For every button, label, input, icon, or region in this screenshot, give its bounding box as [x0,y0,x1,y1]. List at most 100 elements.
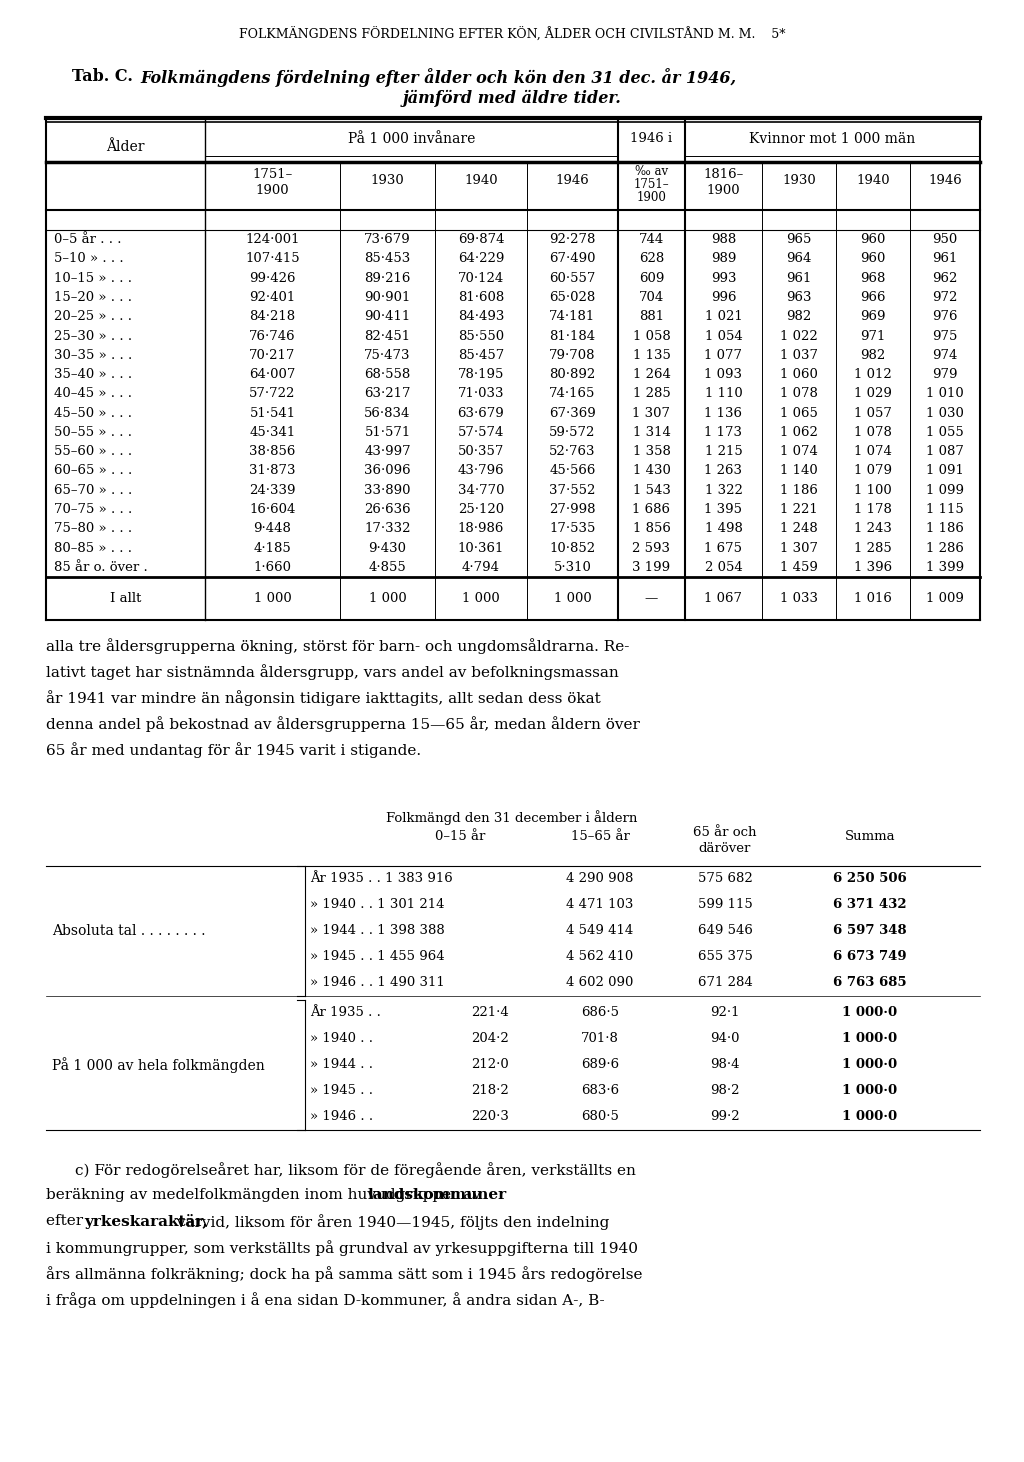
Text: 26·636: 26·636 [365,503,411,516]
Text: 1 079: 1 079 [854,465,892,478]
Text: 1751–: 1751– [634,178,670,192]
Text: 1946 i: 1946 i [631,132,673,145]
Text: i fråga om uppdelningen i å ena sidan D-kommuner, å andra sidan A-, B-: i fråga om uppdelningen i å ena sidan D-… [46,1292,604,1308]
Text: 1 263: 1 263 [705,465,742,478]
Text: 988: 988 [711,232,736,246]
Text: 35–40 » . . .: 35–40 » . . . [54,368,132,382]
Text: 31·873: 31·873 [249,465,296,478]
Text: 85·457: 85·457 [458,349,504,361]
Text: 30–35 » . . .: 30–35 » . . . [54,349,132,361]
Text: 6 250 506: 6 250 506 [834,873,907,886]
Text: 85·550: 85·550 [458,329,504,342]
Text: 56·834: 56·834 [365,406,411,420]
Text: 1816–: 1816– [703,168,743,181]
Text: 963: 963 [786,291,812,304]
Text: 1 498: 1 498 [705,522,742,535]
Text: 1 221: 1 221 [780,503,818,516]
Text: 1 000: 1 000 [254,592,292,605]
Text: 964: 964 [786,253,812,266]
Text: 74·181: 74·181 [549,310,596,323]
Text: 25·120: 25·120 [458,503,504,516]
Text: 1946: 1946 [556,174,590,187]
Text: 90·901: 90·901 [365,291,411,304]
Text: varvid, liksom för åren 1940—1945, följts den indelning: varvid, liksom för åren 1940—1945, följt… [172,1213,609,1230]
Text: 84·493: 84·493 [458,310,504,323]
Text: 36·096: 36·096 [365,465,411,478]
Text: 33·890: 33·890 [365,484,411,497]
Text: 1·660: 1·660 [254,561,292,575]
Text: 50·357: 50·357 [458,446,504,458]
Text: 1 675: 1 675 [705,541,742,554]
Text: 6 763 685: 6 763 685 [834,977,907,990]
Text: 2 054: 2 054 [705,561,742,575]
Text: 9·430: 9·430 [369,541,407,554]
Text: 982: 982 [860,349,886,361]
Text: 1900: 1900 [256,184,290,197]
Text: 74·165: 74·165 [549,387,596,401]
Text: 744: 744 [639,232,665,246]
Text: I allt: I allt [110,592,141,605]
Text: Kvinnor mot 1 000 män: Kvinnor mot 1 000 män [750,132,915,146]
Text: 974: 974 [932,349,957,361]
Text: 1 314: 1 314 [633,425,671,439]
Text: 982: 982 [786,310,812,323]
Text: 961: 961 [932,253,957,266]
Text: 1 099: 1 099 [926,484,964,497]
Text: 996: 996 [711,291,736,304]
Text: 881: 881 [639,310,664,323]
Text: jämförd med äldre tider.: jämförd med äldre tider. [402,91,622,107]
Text: 1 029: 1 029 [854,387,892,401]
Text: c) För redogörelseåret har, liksom för de föregående åren, verkställts en: c) För redogörelseåret har, liksom för d… [75,1162,636,1178]
Text: 969: 969 [860,310,886,323]
Text: 1 430: 1 430 [633,465,671,478]
Text: 220·3: 220·3 [471,1111,509,1123]
Text: 78·195: 78·195 [458,368,504,382]
Text: 1 307: 1 307 [780,541,818,554]
Text: 212·0: 212·0 [471,1058,509,1072]
Text: 1 067: 1 067 [705,592,742,605]
Text: 90·411: 90·411 [365,310,411,323]
Text: 43·796: 43·796 [458,465,504,478]
Text: 1 686: 1 686 [633,503,671,516]
Text: 1 110: 1 110 [705,387,742,401]
Text: 971: 971 [860,329,886,342]
Text: 80–85 » . . .: 80–85 » . . . [54,541,132,554]
Text: 69·874: 69·874 [458,232,504,246]
Text: 94·0: 94·0 [711,1032,739,1045]
Text: 1 000·0: 1 000·0 [843,1058,898,1072]
Text: 1 000·0: 1 000·0 [843,1032,898,1045]
Text: 0–15 år: 0–15 år [435,830,485,844]
Text: 1 055: 1 055 [926,425,964,439]
Text: 10–15 » . . .: 10–15 » . . . [54,272,132,285]
Text: 4 549 414: 4 549 414 [566,924,634,937]
Text: 68·558: 68·558 [365,368,411,382]
Text: 1 010: 1 010 [926,387,964,401]
Text: 686·5: 686·5 [581,1006,618,1019]
Text: 204·2: 204·2 [471,1032,509,1045]
Text: 82·451: 82·451 [365,329,411,342]
Text: 45·341: 45·341 [250,425,296,439]
Text: År 1935 . . 1 383 916: År 1935 . . 1 383 916 [310,873,453,886]
Text: Folkmängd den 31 december i åldern: Folkmängd den 31 december i åldern [386,810,638,825]
Text: 966: 966 [860,291,886,304]
Text: 1 087: 1 087 [926,446,964,458]
Text: År 1935 . .: År 1935 . . [310,1006,381,1019]
Text: 976: 976 [932,310,957,323]
Text: 99·426: 99·426 [249,272,296,285]
Text: 671 284: 671 284 [697,977,753,990]
Text: 1946: 1946 [928,174,962,187]
Text: » 1946 . .: » 1946 . . [310,1111,373,1123]
Text: 1 215: 1 215 [705,446,742,458]
Text: 1 000·0: 1 000·0 [843,1111,898,1123]
Text: På 1 000 invånare: På 1 000 invånare [348,132,475,146]
Text: 1 077: 1 077 [705,349,742,361]
Text: år 1941 var mindre än någonsin tidigare iakttagits, allt sedan dess ökat: år 1941 var mindre än någonsin tidigare … [46,690,601,706]
Text: 989: 989 [711,253,736,266]
Text: 89·216: 89·216 [365,272,411,285]
Text: 1 093: 1 093 [705,368,742,382]
Text: alla tre åldersgrupperna ökning, störst för barn- och ungdomsåldrarna. Re-: alla tre åldersgrupperna ökning, störst … [46,637,630,654]
Text: Ålder: Ålder [106,140,144,154]
Text: 972: 972 [932,291,957,304]
Text: 92·1: 92·1 [711,1006,739,1019]
Text: 1 115: 1 115 [926,503,964,516]
